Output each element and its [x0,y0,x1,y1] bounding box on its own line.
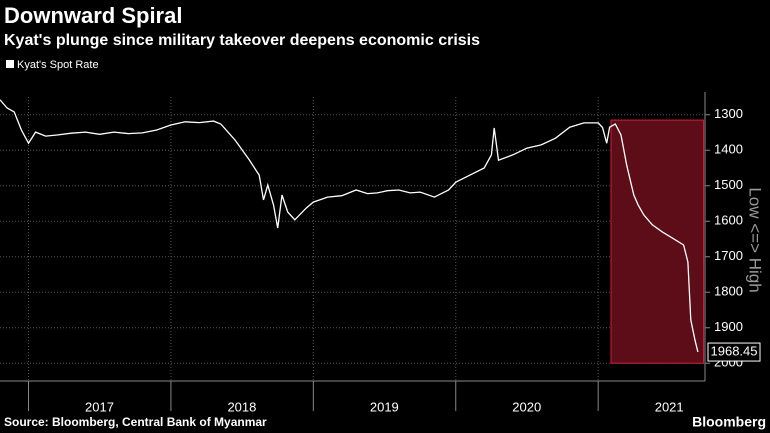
chart-subtitle: Kyat's plunge since military takeover de… [4,32,480,49]
last-value-box [707,342,761,362]
logo: Bloomberg [692,414,766,430]
legend-label: Kyat's Spot Rate [17,59,99,71]
y-tick-label: 1500 [714,177,743,192]
legend-swatch [6,60,14,68]
axis-note: Low <=> High [746,187,765,292]
y-tick-label: 1600 [714,213,743,228]
chart-title: Downward Spiral [4,3,182,28]
series-line [0,99,699,353]
x-tick-label: 2017 [85,399,114,414]
y-tick-label: 1700 [714,248,743,263]
y-tick-label: 1900 [714,319,743,334]
last-value-label: 1968.45 [711,343,758,358]
y-tick-label: 1300 [714,106,743,121]
y-tick-label: 1400 [714,142,743,157]
x-tick-label: 2019 [370,399,399,414]
y-tick-label: 1800 [714,284,743,299]
x-tick-label: 2021 [655,399,684,414]
x-tick-label: 2020 [512,399,541,414]
x-tick-label: 2018 [227,399,256,414]
source: Source: Bloomberg, Central Bank of Myanm… [4,415,267,429]
